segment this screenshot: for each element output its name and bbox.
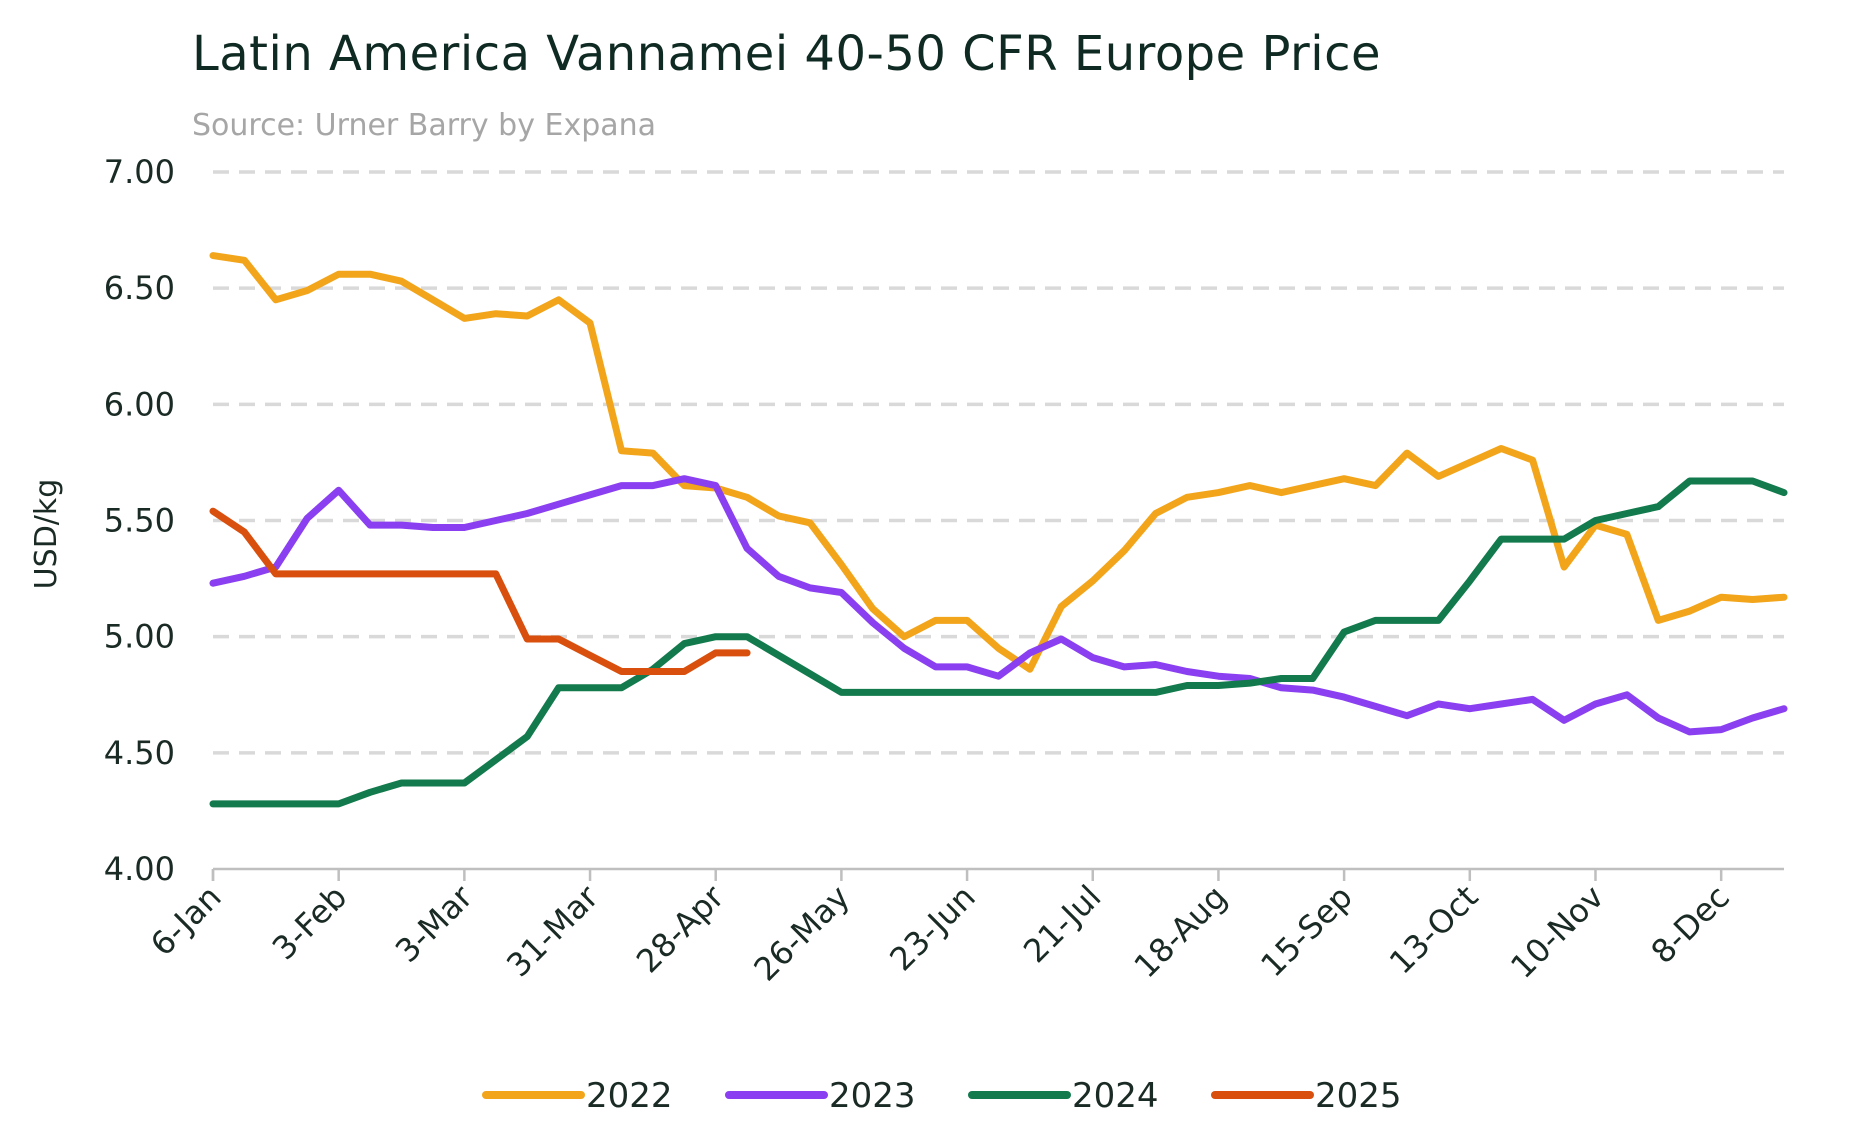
y-tick-label: 5.00 [104,618,175,656]
y-axis-ticks: 4.00 4.50 5.00 5.50 6.00 6.50 7.00 [104,153,175,888]
series-lines [209,252,1788,808]
x-tick-label: 26-May [746,878,857,989]
series-line-2024 [209,477,1788,808]
y-tick-label: 6.50 [104,269,175,307]
x-tick-label: 3-Feb [265,878,354,967]
x-tick-label: 31-Mar [499,877,606,984]
x-tick-label: 28-Apr [629,877,732,980]
x-tick-label: 8-Dec [1644,878,1737,971]
x-tick-label: 10-Nov [1503,878,1611,986]
gridlines [213,170,1784,755]
x-tick-label: 6-Jan [143,878,229,964]
chart-subtitle: Source: Urner Barry by Expana [192,108,657,143]
y-tick-label: 4.50 [104,734,175,772]
y-tick-label: 4.00 [104,850,175,888]
y-tick-label: 5.50 [104,502,175,540]
series-line-2023 [209,475,1788,736]
series-line-2022 [209,252,1788,673]
legend-label: 2023 [829,1076,916,1116]
y-tick-label: 6.00 [104,385,175,423]
x-tick-label: 13-Oct [1382,878,1486,982]
legend-label: 2025 [1315,1076,1402,1116]
legend-label: 2024 [1072,1076,1159,1116]
legend: 2022 2023 2024 2025 [482,1076,1402,1116]
series-line-2025 [209,507,751,675]
y-tick-label: 7.00 [104,153,175,191]
x-tick-label: 23-Jun [882,878,982,978]
x-axis [211,867,1784,881]
x-tick-label: 18-Aug [1127,878,1235,986]
x-tick-label: 15-Sep [1253,878,1359,984]
legend-label: 2022 [586,1076,673,1116]
x-tick-label: 21-Jul [1016,878,1108,970]
x-tick-label: 3-Mar [388,877,481,970]
x-axis-ticks: 6-Jan 3-Feb 3-Mar 31-Mar 28-Apr 26-May 23-Jun 2… [143,869,1737,988]
chart-title: Latin America Vannamei 40-50 CFR Europe … [192,26,1382,82]
y-axis-label: USD/kg [29,479,64,590]
